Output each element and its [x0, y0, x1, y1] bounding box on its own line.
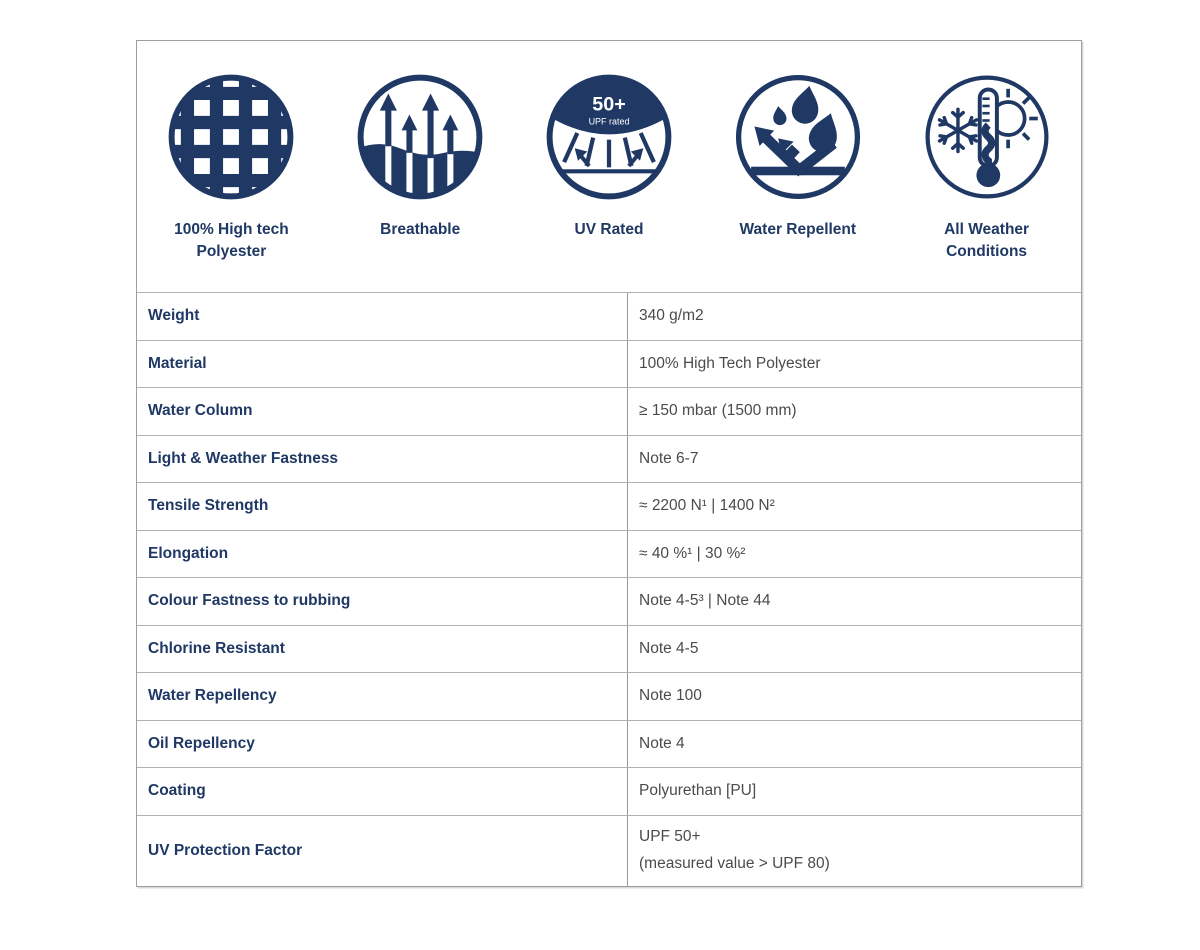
spec-value: Note 100 [639, 687, 702, 705]
spec-value: Note 6-7 [639, 449, 699, 467]
table-row: Water Column ≥ 150 mbar (1500 mm) [137, 387, 1081, 435]
uv-rated-icon: 50+ UPF rated [543, 71, 675, 203]
spec-value: Note 4-5³ | Note 44 [639, 592, 771, 610]
spec-label: Oil Repellency [137, 720, 628, 767]
feature-label: UV Rated [574, 221, 644, 238]
spec-value: 340 g/m2 [639, 307, 704, 325]
table-row: Coating Polyurethan [PU] [137, 767, 1081, 815]
feature-label: Water Repellent [739, 221, 857, 238]
spec-label: Colour Fastness to rubbing [137, 578, 628, 625]
spec-value: UPF 50+ (measured value > UPF 80) [639, 828, 830, 872]
spec-value: Note 4-5 [639, 639, 699, 657]
spec-label: Light & Weather Fastness [137, 435, 628, 482]
feature-all-weather: All Weather Conditions [892, 71, 1081, 264]
feature-label: Breathable [380, 221, 461, 238]
feature-high-tech-polyester: 100% High tech Polyester [137, 71, 326, 264]
table-row: Weight 340 g/m2 [137, 292, 1081, 340]
spec-value: Polyurethan [PU] [639, 782, 757, 800]
feature-water-repellent: Water Repellent [703, 71, 892, 241]
all-weather-icon [921, 71, 1053, 203]
spec-label: Elongation [137, 530, 628, 577]
table-row: Material 100% High Tech Polyester [137, 339, 1081, 387]
upf-badge-caption: UPF rated [589, 116, 630, 126]
spec-value: ≈ 40 %¹ | 30 %² [639, 544, 746, 562]
spec-value: ≈ 2200 N¹ | 1400 N² [639, 497, 775, 515]
spec-label: UV Protection Factor [137, 815, 628, 886]
table-row: Colour Fastness to rubbing Note 4-5³ | N… [137, 577, 1081, 625]
spec-value: Note 4 [639, 734, 685, 752]
spec-panel: 100% High tech Polyester [136, 40, 1082, 887]
spec-label: Water Column [137, 388, 628, 435]
table-row: Light & Weather Fastness Note 6-7 [137, 434, 1081, 482]
feature-label: 100% High tech Polyester [174, 221, 289, 261]
table-row: Water Repellency Note 100 [137, 672, 1081, 720]
feature-uv-rated: 50+ UPF rated [515, 71, 704, 241]
feature-label: All Weather Conditions [944, 221, 1030, 261]
spec-value: ≥ 150 mbar (1500 mm) [639, 402, 797, 420]
features-row: 100% High tech Polyester [137, 41, 1081, 292]
spec-label: Coating [137, 768, 628, 815]
table-row: Oil Repellency Note 4 [137, 719, 1081, 767]
spec-label: Tensile Strength [137, 483, 628, 530]
upf-badge-value: 50+ [592, 94, 626, 116]
breathable-icon [354, 71, 486, 203]
water-repellent-icon [732, 71, 864, 203]
spec-label: Weight [137, 293, 628, 340]
spec-table: Weight 340 g/m2 Material 100% High Tech … [137, 292, 1081, 886]
table-row: UV Protection Factor UPF 50+ (measured v… [137, 814, 1081, 886]
table-row: Tensile Strength ≈ 2200 N¹ | 1400 N² [137, 482, 1081, 530]
spec-label: Chlorine Resistant [137, 625, 628, 672]
spec-value: 100% High Tech Polyester [639, 354, 821, 372]
spec-label: Water Repellency [137, 673, 628, 720]
table-row: Elongation ≈ 40 %¹ | 30 %² [137, 529, 1081, 577]
spec-label: Material [137, 340, 628, 387]
table-row: Chlorine Resistant Note 4-5 [137, 624, 1081, 672]
mesh-fabric-icon [165, 71, 297, 203]
feature-breathable: Breathable [326, 71, 515, 241]
